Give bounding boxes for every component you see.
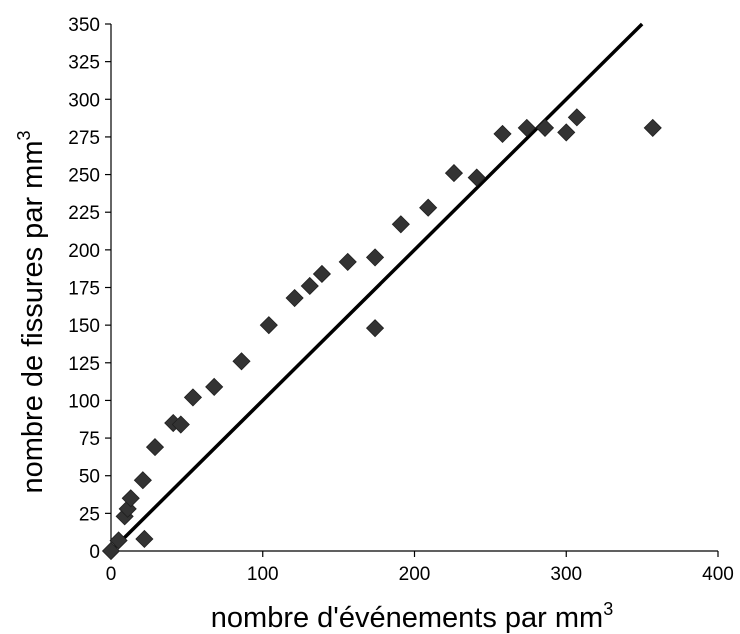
- data-point: [517, 118, 536, 137]
- data-point: [101, 541, 121, 561]
- data-points: [101, 108, 662, 561]
- x-ticks: 0 100 200 300 400: [106, 551, 734, 585]
- data-point: [365, 319, 385, 338]
- y-tick-label: 0: [89, 542, 100, 563]
- y-ticks: 0 25 50 75 100 125 150 175 200 225 250 275 300 325 350: [68, 15, 111, 563]
- data-point: [118, 499, 137, 518]
- y-tick-label: 150: [68, 316, 100, 337]
- data-point: [133, 471, 152, 490]
- data-point: [183, 388, 203, 407]
- data-point: [391, 215, 410, 234]
- y-tick-label: 250: [68, 166, 100, 187]
- y-axis-title: nombre de fissures par mm3: [14, 131, 49, 494]
- x-axis-title-superscript: 3: [603, 599, 613, 619]
- data-point: [300, 276, 319, 296]
- y-tick-label: 300: [68, 90, 100, 111]
- y-tick-label: 125: [68, 354, 100, 375]
- x-axis-title-text: nombre d'événements par mm: [211, 602, 603, 634]
- x-tick-label: 400: [702, 564, 734, 585]
- y-tick-label: 325: [68, 53, 100, 74]
- y-tick-label: 175: [68, 279, 100, 300]
- axes: [110, 24, 718, 552]
- data-point: [205, 377, 224, 396]
- data-point: [121, 489, 140, 508]
- y-axis-title-superscript: 3: [14, 131, 34, 141]
- x-tick-label: 300: [550, 564, 582, 585]
- data-point: [285, 288, 304, 308]
- trend-line: [109, 22, 644, 553]
- data-point: [643, 118, 662, 137]
- data-point: [535, 118, 555, 137]
- data-point: [135, 529, 154, 549]
- x-axis-title: nombre d'événements par mm3: [211, 599, 613, 634]
- y-tick-label: 100: [68, 391, 100, 412]
- y-axis-title-text: nombre de fissures par mm: [17, 141, 49, 494]
- data-point: [365, 248, 385, 267]
- data-point: [171, 415, 190, 434]
- x-tick-label: 200: [399, 564, 431, 585]
- data-point: [444, 164, 464, 183]
- data-point: [567, 108, 586, 127]
- y-tick-label: 275: [68, 128, 100, 149]
- data-point: [312, 264, 331, 284]
- y-tick-label: 75: [79, 429, 100, 450]
- data-point: [419, 198, 438, 217]
- y-tick-label: 50: [79, 467, 100, 488]
- y-tick-label: 200: [68, 241, 100, 262]
- x-tick-label: 100: [247, 564, 279, 585]
- data-point: [557, 123, 576, 142]
- data-point: [259, 316, 278, 335]
- y-tick-label: 225: [68, 203, 100, 224]
- y-tick-label: 350: [68, 15, 100, 36]
- data-point: [493, 124, 512, 143]
- data-point: [232, 352, 251, 371]
- data-point: [467, 168, 486, 187]
- y-tick-label: 25: [79, 504, 100, 525]
- data-point: [109, 531, 128, 550]
- data-point: [338, 252, 357, 271]
- trend-line-group: [109, 22, 644, 553]
- x-tick-label: 0: [106, 564, 117, 585]
- data-point: [145, 438, 165, 457]
